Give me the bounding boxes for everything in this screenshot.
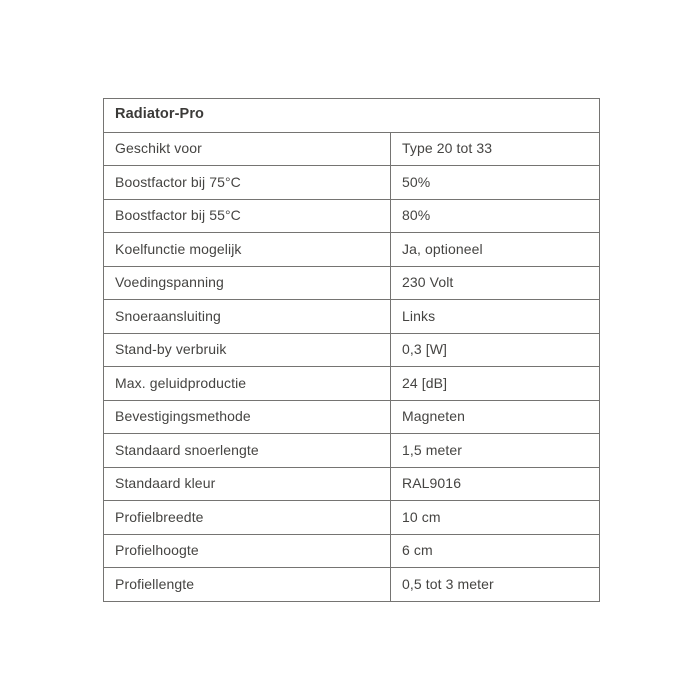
table-row: Geschikt voor Type 20 tot 33 <box>103 131 601 166</box>
table-row: Profielbreedte 10 cm <box>103 500 601 535</box>
spec-label-cell: Geschikt voor <box>103 131 391 166</box>
table-row: Max. geluidproductie 24 [dB] <box>103 366 601 401</box>
spec-value-cell: 0,5 tot 3 meter <box>389 567 601 602</box>
spec-value-cell: 6 cm <box>389 533 601 568</box>
spec-value-cell: 10 cm <box>389 500 601 535</box>
table-row: Profiellengte 0,5 tot 3 meter <box>103 567 601 602</box>
spec-value-cell: 80% <box>389 198 601 233</box>
spec-value-cell: Type 20 tot 33 <box>389 131 601 166</box>
table-row: Stand-by verbruik 0,3 [W] <box>103 332 601 367</box>
spec-label-cell: Profielhoogte <box>103 533 391 568</box>
table-row: Standaard kleur RAL9016 <box>103 466 601 501</box>
table-row: Bevestigingsmethode Magneten <box>103 399 601 434</box>
spec-value-cell: 0,3 [W] <box>389 332 601 367</box>
spec-label-cell: Boostfactor bij 55°C <box>103 198 391 233</box>
table-row: Boostfactor bij 75°C 50% <box>103 165 601 200</box>
table-header-row: Radiator-Pro <box>102 98 601 133</box>
spec-label-cell: Profiellengte <box>103 567 391 602</box>
spec-label-cell: Standaard kleur <box>103 466 391 501</box>
spec-label-cell: Max. geluidproductie <box>103 366 391 401</box>
spec-label-cell: Stand-by verbruik <box>103 332 391 367</box>
spec-table: Radiator-Pro Geschikt voor Type 20 tot 3… <box>102 98 601 602</box>
spec-value-cell: 230 Volt <box>389 265 601 300</box>
product-spec-table: Radiator-Pro Geschikt voor Type 20 tot 3… <box>102 98 601 602</box>
spec-label-cell: Standaard snoerlengte <box>103 433 391 468</box>
table-row: Standaard snoerlengte 1,5 meter <box>103 433 601 468</box>
spec-label-cell: Koelfunctie mogelijk <box>103 232 391 267</box>
spec-value-cell: Magneten <box>389 399 601 434</box>
spec-label-cell: Snoeraansluiting <box>103 299 391 334</box>
table-row: Voedingspanning 230 Volt <box>103 265 601 300</box>
spec-value-cell: 1,5 meter <box>389 433 601 468</box>
table-row: Profielhoogte 6 cm <box>103 533 601 568</box>
table-title: Radiator-Pro <box>102 98 601 133</box>
spec-label-cell: Boostfactor bij 75°C <box>103 165 391 200</box>
spec-value-cell: 24 [dB] <box>389 366 601 401</box>
table-row: Snoeraansluiting Links <box>103 299 601 334</box>
spec-value-cell: Ja, optioneel <box>389 232 601 267</box>
spec-label-cell: Bevestigingsmethode <box>103 399 391 434</box>
spec-label-cell: Profielbreedte <box>103 500 391 535</box>
spec-label-cell: Voedingspanning <box>103 265 391 300</box>
table-row: Boostfactor bij 55°C 80% <box>103 198 601 233</box>
spec-value-cell: 50% <box>389 165 601 200</box>
spec-value-cell: RAL9016 <box>389 466 601 501</box>
spec-value-cell: Links <box>389 299 601 334</box>
table-row: Koelfunctie mogelijk Ja, optioneel <box>103 232 601 267</box>
